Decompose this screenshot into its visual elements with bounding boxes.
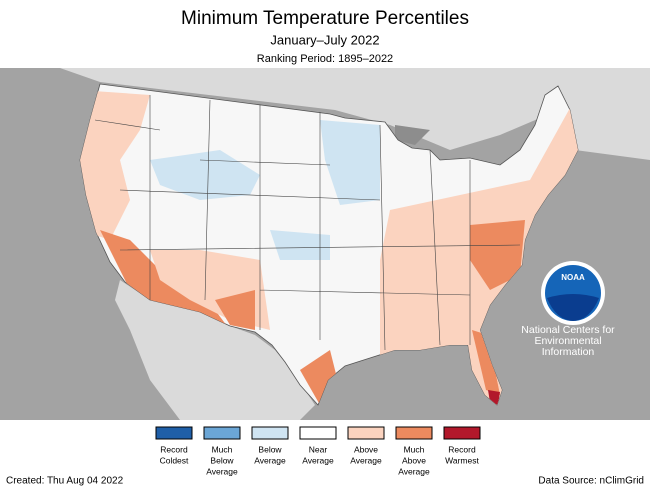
legend-label: Average bbox=[302, 455, 334, 465]
state-lines bbox=[94, 95, 521, 351]
legend-swatch bbox=[203, 426, 241, 440]
legend-swatch bbox=[347, 426, 385, 440]
below-area bbox=[270, 230, 330, 260]
below-area bbox=[150, 150, 260, 200]
legend-label: Average bbox=[206, 466, 238, 476]
much-above-area bbox=[470, 220, 525, 290]
legend-label: Warmest bbox=[445, 455, 479, 465]
mexico bbox=[115, 280, 315, 420]
source: Data Source: nClimGrid bbox=[538, 476, 644, 487]
logo-caption: Environmental bbox=[534, 335, 601, 347]
legend-label: Much bbox=[404, 444, 425, 454]
subtitle: January–July 2022 bbox=[270, 32, 379, 47]
legend-swatch bbox=[443, 426, 481, 440]
legend-label: Average bbox=[350, 455, 382, 465]
below-area bbox=[320, 120, 380, 205]
canada bbox=[0, 68, 650, 160]
legend-label: Average bbox=[398, 466, 430, 476]
logo-caption: Information bbox=[542, 346, 595, 358]
legend-label: Below bbox=[210, 455, 234, 465]
above-area bbox=[80, 90, 150, 240]
legend-label: Coldest bbox=[160, 455, 189, 465]
legend-label: Average bbox=[254, 455, 286, 465]
legend-swatch bbox=[299, 426, 337, 440]
legend-label: Above bbox=[402, 455, 426, 465]
legend-swatch bbox=[251, 426, 289, 440]
created: Created: Thu Aug 04 2022 bbox=[6, 476, 124, 487]
legend-label: Much bbox=[212, 444, 233, 454]
much-above-area bbox=[215, 290, 255, 330]
legend-label: Record bbox=[448, 444, 476, 454]
legend-label: Below bbox=[258, 444, 282, 454]
ranking-period: Ranking Period: 1895–2022 bbox=[257, 53, 393, 65]
logo-mark: NOAA bbox=[561, 273, 585, 282]
title: Minimum Temperature Percentiles bbox=[181, 8, 469, 29]
logo-caption: National Centers for bbox=[521, 324, 615, 336]
legend-label: Near bbox=[309, 444, 328, 454]
legend-swatch bbox=[395, 426, 433, 440]
legend-swatch bbox=[155, 426, 193, 440]
much-above-area bbox=[472, 330, 500, 395]
map: NOAA bbox=[0, 68, 650, 420]
legend-label: Record bbox=[160, 444, 188, 454]
legend-label: Above bbox=[354, 444, 378, 454]
logo-wave bbox=[547, 294, 599, 321]
